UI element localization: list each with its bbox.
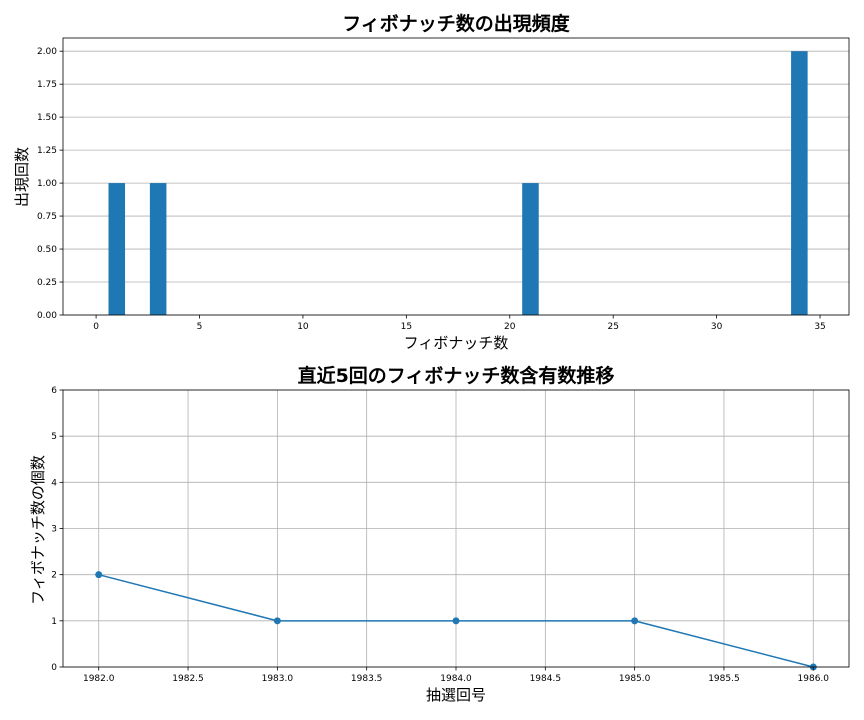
x-tick-label: 1983.5 — [351, 674, 383, 684]
chart-1-x-axis-label: フィボナッチ数 — [404, 334, 509, 352]
y-tick-label: 2.00 — [37, 47, 57, 57]
y-tick-label: 0.25 — [37, 278, 57, 288]
chart-2-y-axis-label: フィボナッチ数の個数 — [29, 455, 47, 605]
y-tick-label: 0.00 — [37, 311, 57, 321]
x-tick-label: 35 — [814, 322, 825, 332]
x-tick-label: 1983.0 — [262, 674, 294, 684]
frequency-chart: フィボナッチ数の出現頻度 0 5 10 15 20 25 30 35 0.00 0.25 0.50… — [13, 12, 850, 352]
y-tick-label: 6 — [51, 386, 57, 396]
y-tick-label: 4 — [51, 478, 57, 488]
x-tick-label: 1985.0 — [619, 674, 651, 684]
y-tick-label: 5 — [51, 432, 57, 442]
chart-1-plot-frame — [62, 37, 850, 316]
chart-2-title: 直近5回のフィボナッチ数含有数推移 — [298, 364, 615, 387]
bar-34 — [791, 51, 808, 315]
x-tick-label: 30 — [711, 322, 723, 332]
y-tick-label: 0.75 — [37, 212, 57, 222]
data-point-1984 — [452, 617, 460, 625]
x-tick-label: 0 — [93, 322, 99, 332]
data-point-1982 — [95, 571, 103, 579]
x-tick-label: 5 — [197, 322, 203, 332]
x-tick-label: 1984.5 — [530, 674, 562, 684]
y-tick-label: 0 — [51, 663, 57, 673]
bar-3 — [149, 183, 167, 315]
x-tick-label: 10 — [297, 322, 309, 332]
x-tick-label: 1982.0 — [83, 674, 115, 684]
y-tick-label: 1 — [51, 617, 57, 627]
y-tick-label: 1.25 — [37, 146, 57, 156]
data-point-1985 — [631, 617, 639, 625]
y-tick-label: 1.50 — [37, 113, 57, 123]
x-tick-label: 20 — [504, 322, 516, 332]
bar-1 — [108, 183, 126, 315]
x-tick-label: 15 — [401, 322, 412, 332]
y-tick-label: 2 — [51, 571, 57, 581]
x-tick-label: 25 — [607, 322, 618, 332]
chart-1-y-axis-label: 出現回数 — [13, 147, 31, 207]
x-tick-label: 1982.5 — [172, 674, 204, 684]
y-tick-label: 1.00 — [37, 179, 57, 189]
bar-21 — [522, 183, 539, 315]
trend-chart: 直近5回のフィボナッチ数含有数推移 1982.0 1982.5 1983.0 1983… — [29, 364, 850, 704]
x-tick-label: 1985.5 — [708, 674, 740, 684]
x-tick-label: 1984.0 — [440, 674, 472, 684]
chart-1-title: フィボナッチ数の出現頻度 — [342, 12, 571, 35]
x-tick-label: 1986.0 — [798, 674, 830, 684]
y-tick-label: 1.75 — [37, 80, 57, 90]
y-tick-label: 3 — [51, 525, 57, 535]
chart-2-x-axis-label: 抽選回号 — [426, 686, 486, 704]
y-tick-label: 0.50 — [37, 245, 57, 255]
data-point-1983 — [273, 617, 281, 625]
